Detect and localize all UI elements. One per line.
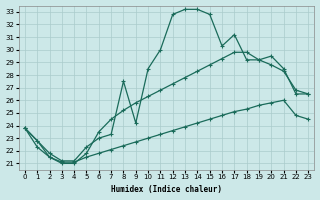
X-axis label: Humidex (Indice chaleur): Humidex (Indice chaleur) (111, 185, 222, 194)
